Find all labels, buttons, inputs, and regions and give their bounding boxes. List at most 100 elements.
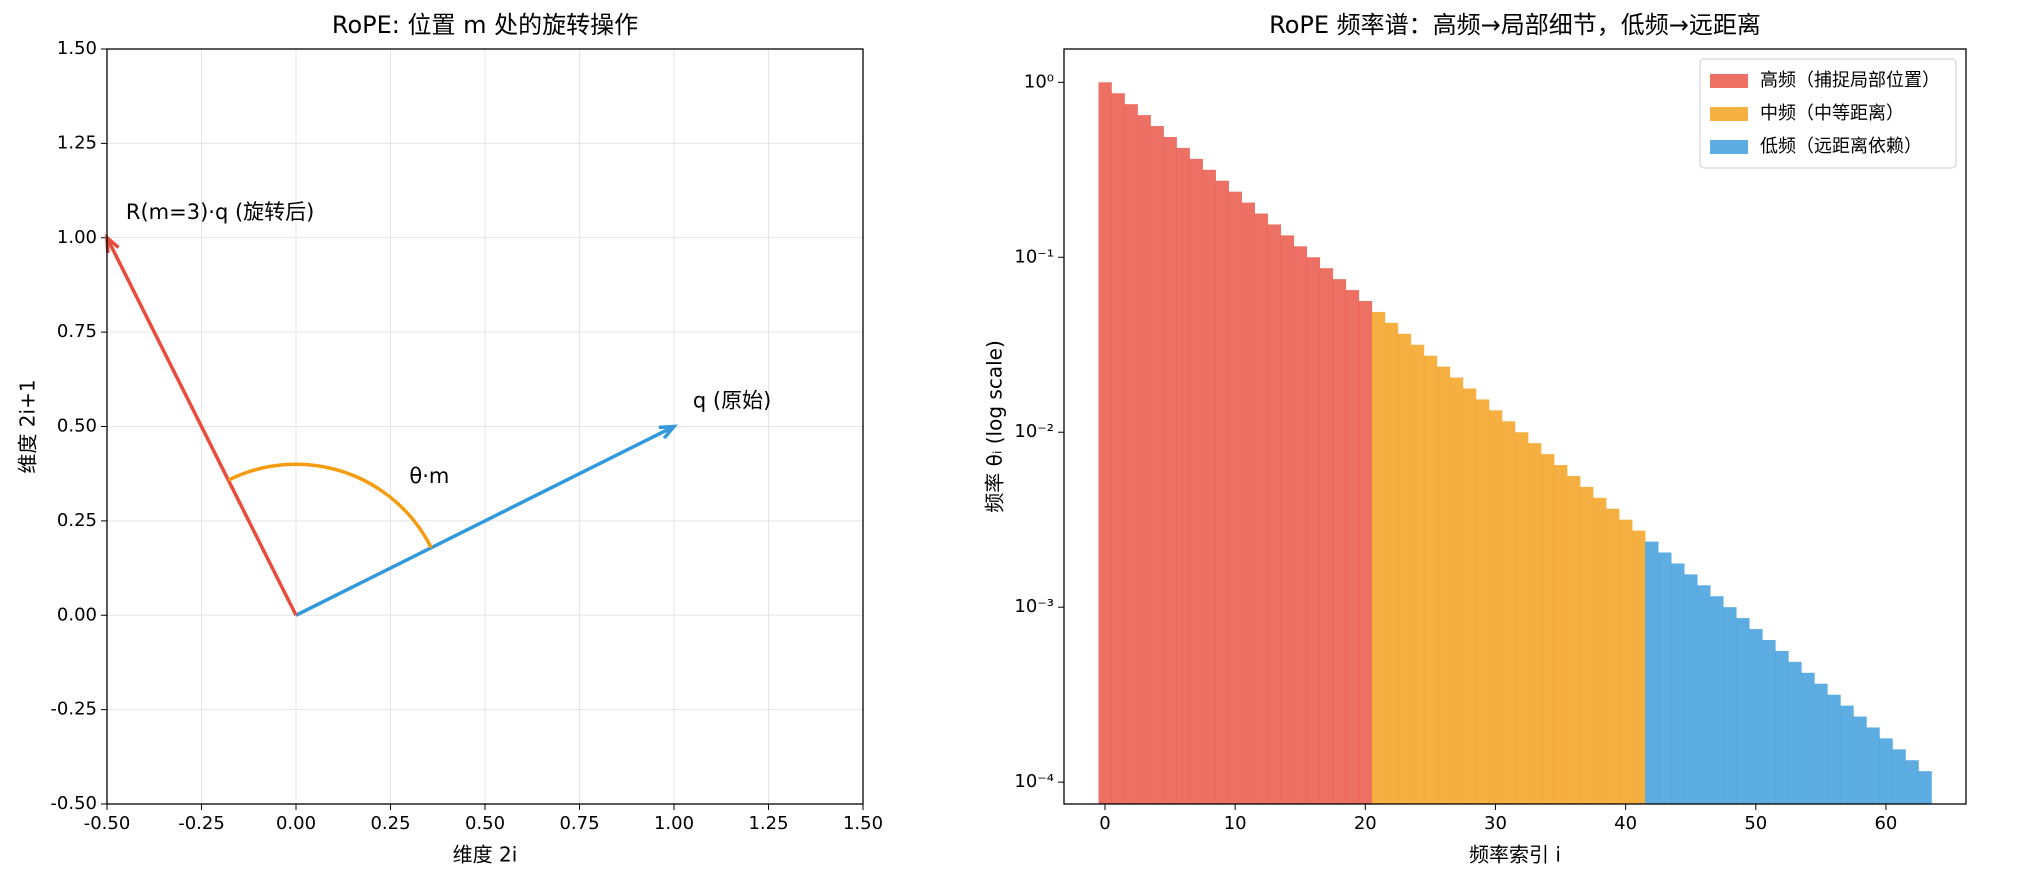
bar	[1749, 629, 1763, 804]
bar	[1241, 202, 1255, 804]
bar	[1723, 607, 1737, 804]
bar	[1150, 126, 1164, 805]
legend-swatch	[1710, 74, 1748, 88]
bar	[1215, 180, 1229, 805]
bar	[1619, 519, 1633, 804]
bar	[1905, 760, 1919, 804]
bar	[1332, 279, 1347, 804]
bar	[1528, 443, 1542, 804]
x-tick-label: 60	[1874, 813, 1897, 834]
y-tick-label: 10⁻¹	[1014, 246, 1054, 267]
bar	[1736, 618, 1750, 804]
bar	[1567, 475, 1581, 804]
x-tick-label: 0	[1099, 813, 1110, 834]
bar	[1801, 672, 1815, 804]
bar	[1775, 650, 1789, 804]
rotation-arc	[227, 462, 433, 549]
bar	[1866, 727, 1880, 804]
y-tick-label: 0.75	[57, 321, 97, 342]
x-tick-label: 0.75	[559, 813, 599, 834]
arrowhead	[658, 424, 678, 440]
bar	[1814, 683, 1828, 804]
x-tick-label: 0.00	[276, 813, 316, 834]
annotation: θ·m	[409, 464, 449, 488]
chart-title: RoPE: 位置 m 处的旋转操作	[332, 11, 638, 39]
bar	[1892, 749, 1906, 804]
vector	[105, 236, 298, 617]
x-tick-label: 30	[1484, 813, 1507, 834]
x-tick-label: 1.50	[843, 813, 883, 834]
bar	[1762, 639, 1776, 804]
y-tick-label: 0.25	[57, 510, 97, 531]
y-tick-label: 1.25	[57, 132, 97, 153]
x-tick-label: 10	[1224, 813, 1247, 834]
y-tick-label: 10⁻³	[1014, 596, 1054, 617]
x-tick-label: 0.25	[370, 813, 410, 834]
axes-frame	[106, 48, 864, 805]
axes-frame	[1063, 48, 1967, 805]
legend-swatch	[1710, 107, 1748, 121]
bar	[1293, 246, 1308, 804]
y-tick-label: 0.50	[57, 416, 97, 437]
bar	[1137, 115, 1151, 804]
bar	[1593, 497, 1607, 804]
x-tick-label: 40	[1614, 813, 1637, 834]
y-tick-label: 10⁻⁴	[1014, 771, 1054, 792]
bar	[1345, 290, 1360, 805]
legend-box	[1699, 58, 1957, 169]
bar	[1697, 585, 1711, 804]
y-tick-label: -0.50	[50, 793, 97, 814]
y-tick-label: -0.25	[50, 699, 97, 720]
bar	[1879, 738, 1893, 804]
bar	[1684, 574, 1698, 804]
x-tick-label: 0.50	[465, 813, 505, 834]
y-axis-label: 维度 2i+1	[16, 379, 40, 473]
bar	[1228, 191, 1242, 804]
bar	[1541, 454, 1555, 804]
bar	[1658, 552, 1672, 804]
bar	[1488, 410, 1503, 804]
legend-swatch	[1710, 140, 1748, 154]
bar	[1202, 169, 1216, 804]
bar	[1501, 421, 1516, 804]
bar	[1319, 268, 1334, 804]
y-axis-label: 频率 θᵢ (log scale)	[983, 340, 1007, 513]
bar	[1111, 93, 1125, 805]
y-tick-label: 10⁰	[1024, 71, 1054, 92]
bar	[1606, 508, 1620, 804]
bar	[1423, 355, 1438, 804]
legend-label: 高频（捕捉局部位置）	[1760, 70, 1940, 91]
x-tick-label: 1.25	[748, 813, 788, 834]
bar	[1632, 530, 1646, 804]
bar	[1176, 147, 1190, 804]
bar	[1554, 465, 1568, 804]
bar	[1840, 705, 1854, 804]
bar	[1462, 388, 1477, 804]
x-tick-label: 50	[1744, 813, 1767, 834]
bar	[1515, 432, 1529, 804]
bar	[1788, 661, 1802, 804]
bar	[1124, 104, 1138, 805]
y-tick-label: 1.50	[57, 38, 97, 59]
bar	[1189, 158, 1203, 804]
bar	[1254, 213, 1268, 804]
bar	[1371, 311, 1386, 804]
y-tick-label: 1.00	[57, 227, 97, 248]
legend-label: 中频（中等距离）	[1760, 103, 1904, 124]
x-axis-label: 频率索引 i	[1469, 843, 1561, 867]
bar	[1671, 563, 1685, 804]
bar	[1358, 301, 1373, 804]
bar	[1580, 486, 1594, 804]
y-tick-label: 0.00	[57, 604, 97, 625]
vector	[295, 424, 675, 617]
bar	[1163, 136, 1177, 804]
legend-label: 低频（远距离依赖）	[1760, 136, 1922, 157]
bar	[1475, 399, 1490, 804]
bar	[1853, 716, 1867, 804]
chart-title: RoPE 频率谱：高频→局部细节，低频→远距离	[1269, 11, 1761, 39]
bar	[1918, 771, 1932, 804]
x-axis-label: 维度 2i	[453, 843, 518, 867]
annotation: R(m=3)·q (旋转后)	[126, 200, 314, 224]
bar	[1710, 596, 1724, 804]
